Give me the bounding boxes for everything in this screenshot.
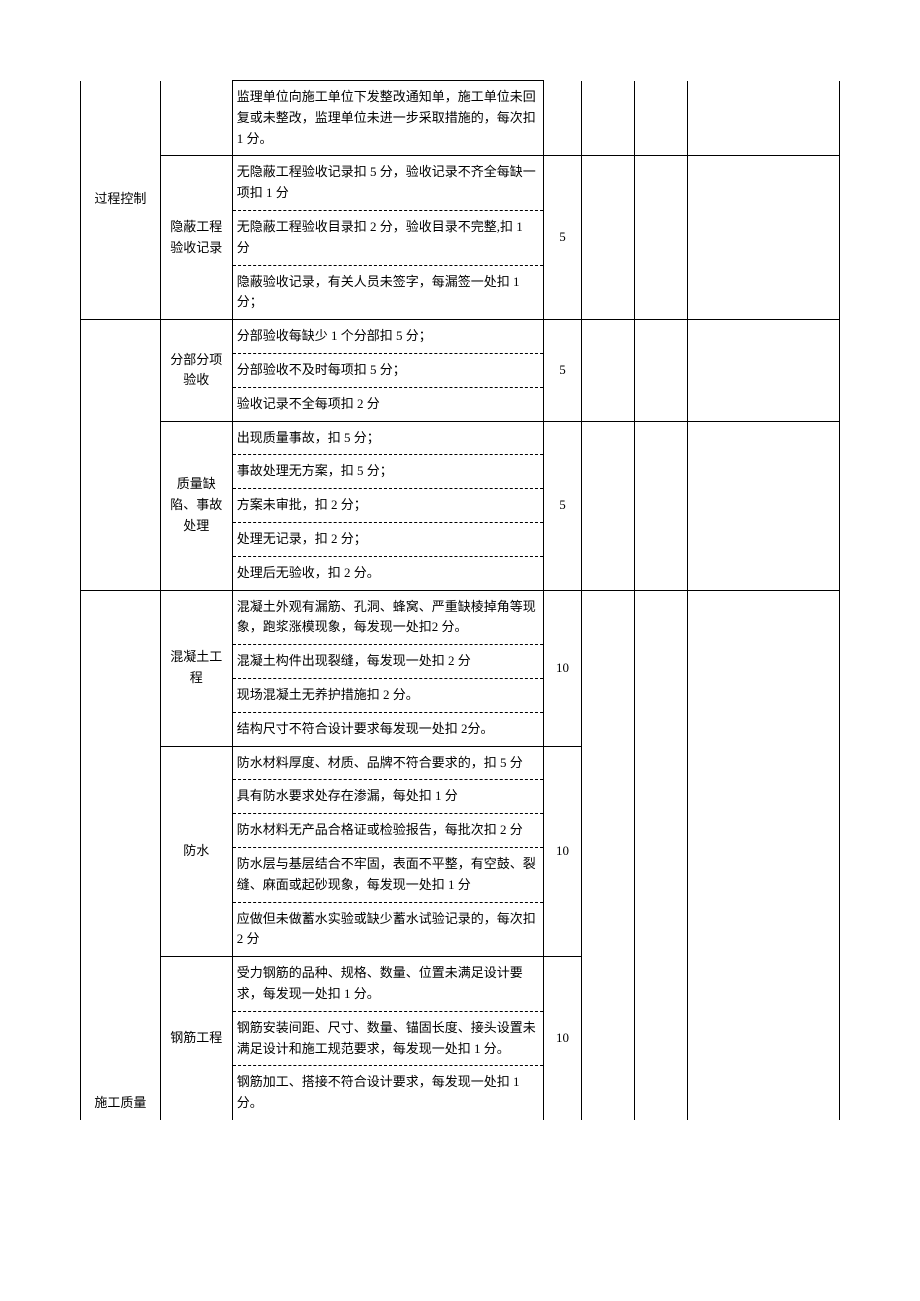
cell-desc: 防水层与基层结合不牢固，表面不平整，有空鼓、裂缝、麻面或起砂现象，每发现一处扣 … [232,847,543,902]
cell-desc: 防水材料厚度、材质、品牌不符合要求的，扣 5 分 [232,746,543,780]
cell-desc: 应做但未做蓄水实验或缺少蓄水试验记录的，每次扣 2 分 [232,902,543,957]
cell-desc: 混凝土外观有漏筋、孔洞、蜂窝、严重缺棱掉角等现象，跑浆涨模现象，每发现一处扣2 … [232,590,543,645]
cell-score: 5 [543,320,581,421]
cell-subcat: 隐蔽工程验收记录 [160,156,232,320]
cell-score: 5 [543,421,581,590]
cell-subcat [160,81,232,156]
cell-extra [581,320,634,421]
table-row: 隐蔽工程验收记录 无隐蔽工程验收记录扣 5 分，验收记录不齐全每缺一项扣 1 分… [81,156,840,211]
table-row: 施工质量 混凝土工程 混凝土外观有漏筋、孔洞、蜂窝、严重缺棱掉角等现象，跑浆涨模… [81,590,840,645]
cell-desc: 钢筋加工、搭接不符合设计要求，每发现一处扣 1 分。 [232,1066,543,1120]
cell-subcat: 混凝土工程 [160,590,232,746]
cell-desc: 结构尺寸不符合设计要求每发现一处扣 2分。 [232,712,543,746]
cell-extra [581,156,634,320]
table-row: 过程控制 监理单位向施工单位下发整改通知单，施工单位未回复或未整改，监理单位未进… [81,81,840,156]
table-row: 分部分项验收 分部验收每缺少 1 个分部扣 5 分； 5 [81,320,840,354]
cell-extra [581,590,634,1120]
cell-desc: 防水材料无产品合格证或检验报告，每批次扣 2 分 [232,814,543,848]
cell-desc: 现场混凝土无养护措施扣 2 分。 [232,678,543,712]
cell-score: 10 [543,746,581,957]
cell-extra [581,421,634,590]
cell-extra [688,156,840,320]
cell-extra [688,421,840,590]
cell-score: 10 [543,590,581,746]
cell-desc: 处理无记录，扣 2 分； [232,522,543,556]
cell-desc: 无隐蔽工程验收目录扣 2 分，验收目录不完整,扣 1 分 [232,210,543,265]
cell-subcat: 钢筋工程 [160,957,232,1120]
cell-desc: 分部验收不及时每项扣 5 分； [232,353,543,387]
cell-score: 10 [543,957,581,1120]
cell-subcat: 防水 [160,746,232,957]
cell-desc: 验收记录不全每项扣 2 分 [232,387,543,421]
cell-desc: 钢筋安装间距、尺寸、数量、锚固长度、接头设置未满足设计和施工规范要求，每发现一处… [232,1011,543,1066]
cell-subcat: 质量缺陷、事故处理 [160,421,232,590]
cell-category: 施工质量 [81,590,161,1120]
cell-desc: 无隐蔽工程验收记录扣 5 分，验收记录不齐全每缺一项扣 1 分 [232,156,543,211]
cell-extra [688,81,840,156]
cell-desc: 混凝土构件出现裂缝，每发现一处扣 2 分 [232,645,543,679]
cell-desc: 出现质量事故，扣 5 分； [232,421,543,455]
cell-category [81,320,161,590]
cell-score [543,81,581,156]
cell-extra [635,156,688,320]
cell-extra [635,590,688,1120]
cell-subcat: 分部分项验收 [160,320,232,421]
cell-extra [688,320,840,421]
cell-desc: 处理后无验收，扣 2 分。 [232,556,543,590]
cell-desc: 方案未审批，扣 2 分； [232,489,543,523]
cell-extra [635,320,688,421]
cell-desc: 分部验收每缺少 1 个分部扣 5 分； [232,320,543,354]
cell-desc: 事故处理无方案，扣 5 分； [232,455,543,489]
cell-desc: 受力钢筋的品种、规格、数量、位置未满足设计要求，每发现一处扣 1 分。 [232,957,543,1012]
table-row: 质量缺陷、事故处理 出现质量事故，扣 5 分； 5 [81,421,840,455]
cell-extra [688,590,840,1120]
cell-extra [635,421,688,590]
scoring-table: 过程控制 监理单位向施工单位下发整改通知单，施工单位未回复或未整改，监理单位未进… [80,80,840,1120]
cell-desc: 隐蔽验收记录，有关人员未签字，每漏签一处扣 1 分； [232,265,543,320]
cell-extra [581,81,634,156]
cell-category: 过程控制 [81,81,161,320]
cell-desc: 具有防水要求处存在渗漏，每处扣 1 分 [232,780,543,814]
cell-score: 5 [543,156,581,320]
cell-extra [635,81,688,156]
cell-desc: 监理单位向施工单位下发整改通知单，施工单位未回复或未整改，监理单位未进一步采取措… [232,81,543,156]
